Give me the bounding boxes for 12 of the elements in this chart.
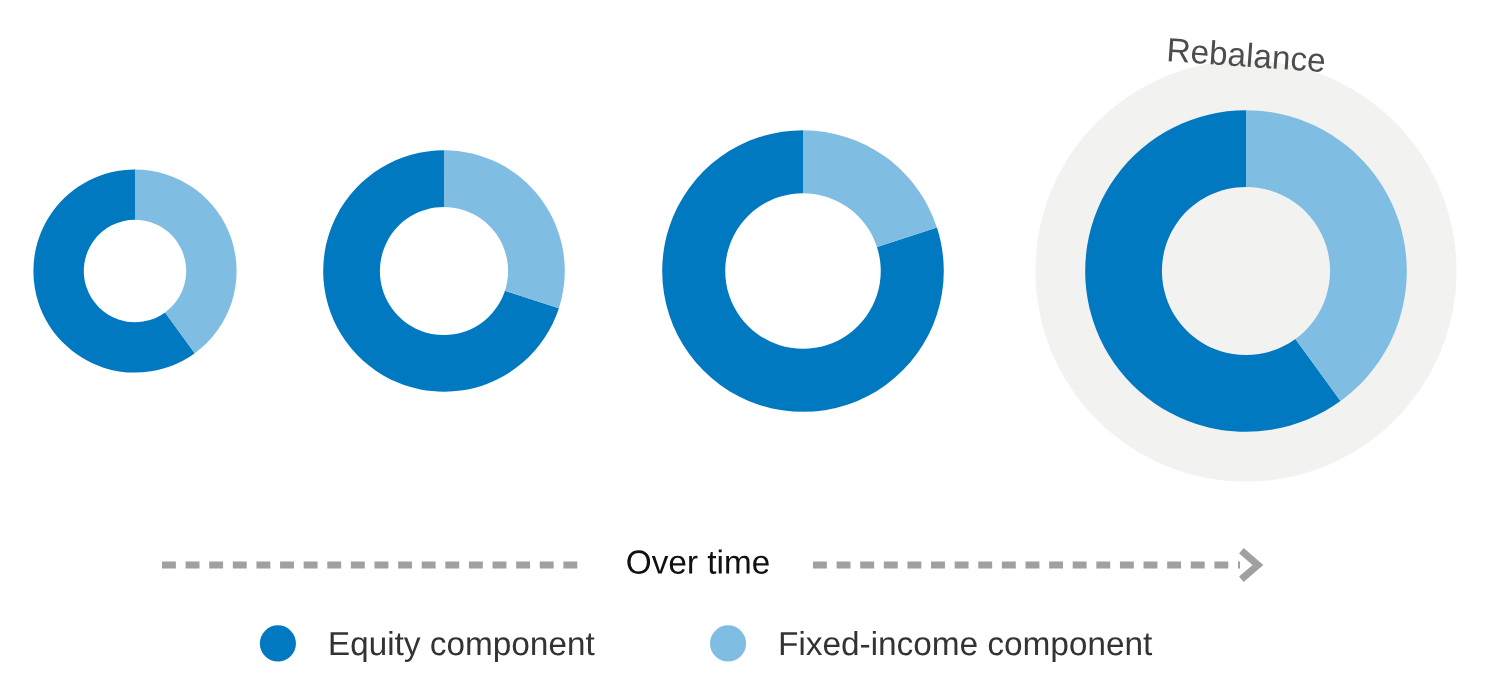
text: Rebalance [1168, 37, 1326, 73]
donut-slice [323, 150, 559, 392]
legend-label: Fixed-income component [780, 630, 1153, 662]
text: Over time [627, 549, 769, 574]
donut-slice [662, 130, 944, 412]
donut-slice [444, 150, 565, 309]
legend-label: Equity component [330, 630, 595, 662]
donut-slice [1246, 110, 1407, 402]
donut-slice [33, 169, 195, 373]
donut-slice [803, 130, 937, 247]
donut-slice [135, 169, 237, 354]
donut-slice [1085, 110, 1341, 432]
